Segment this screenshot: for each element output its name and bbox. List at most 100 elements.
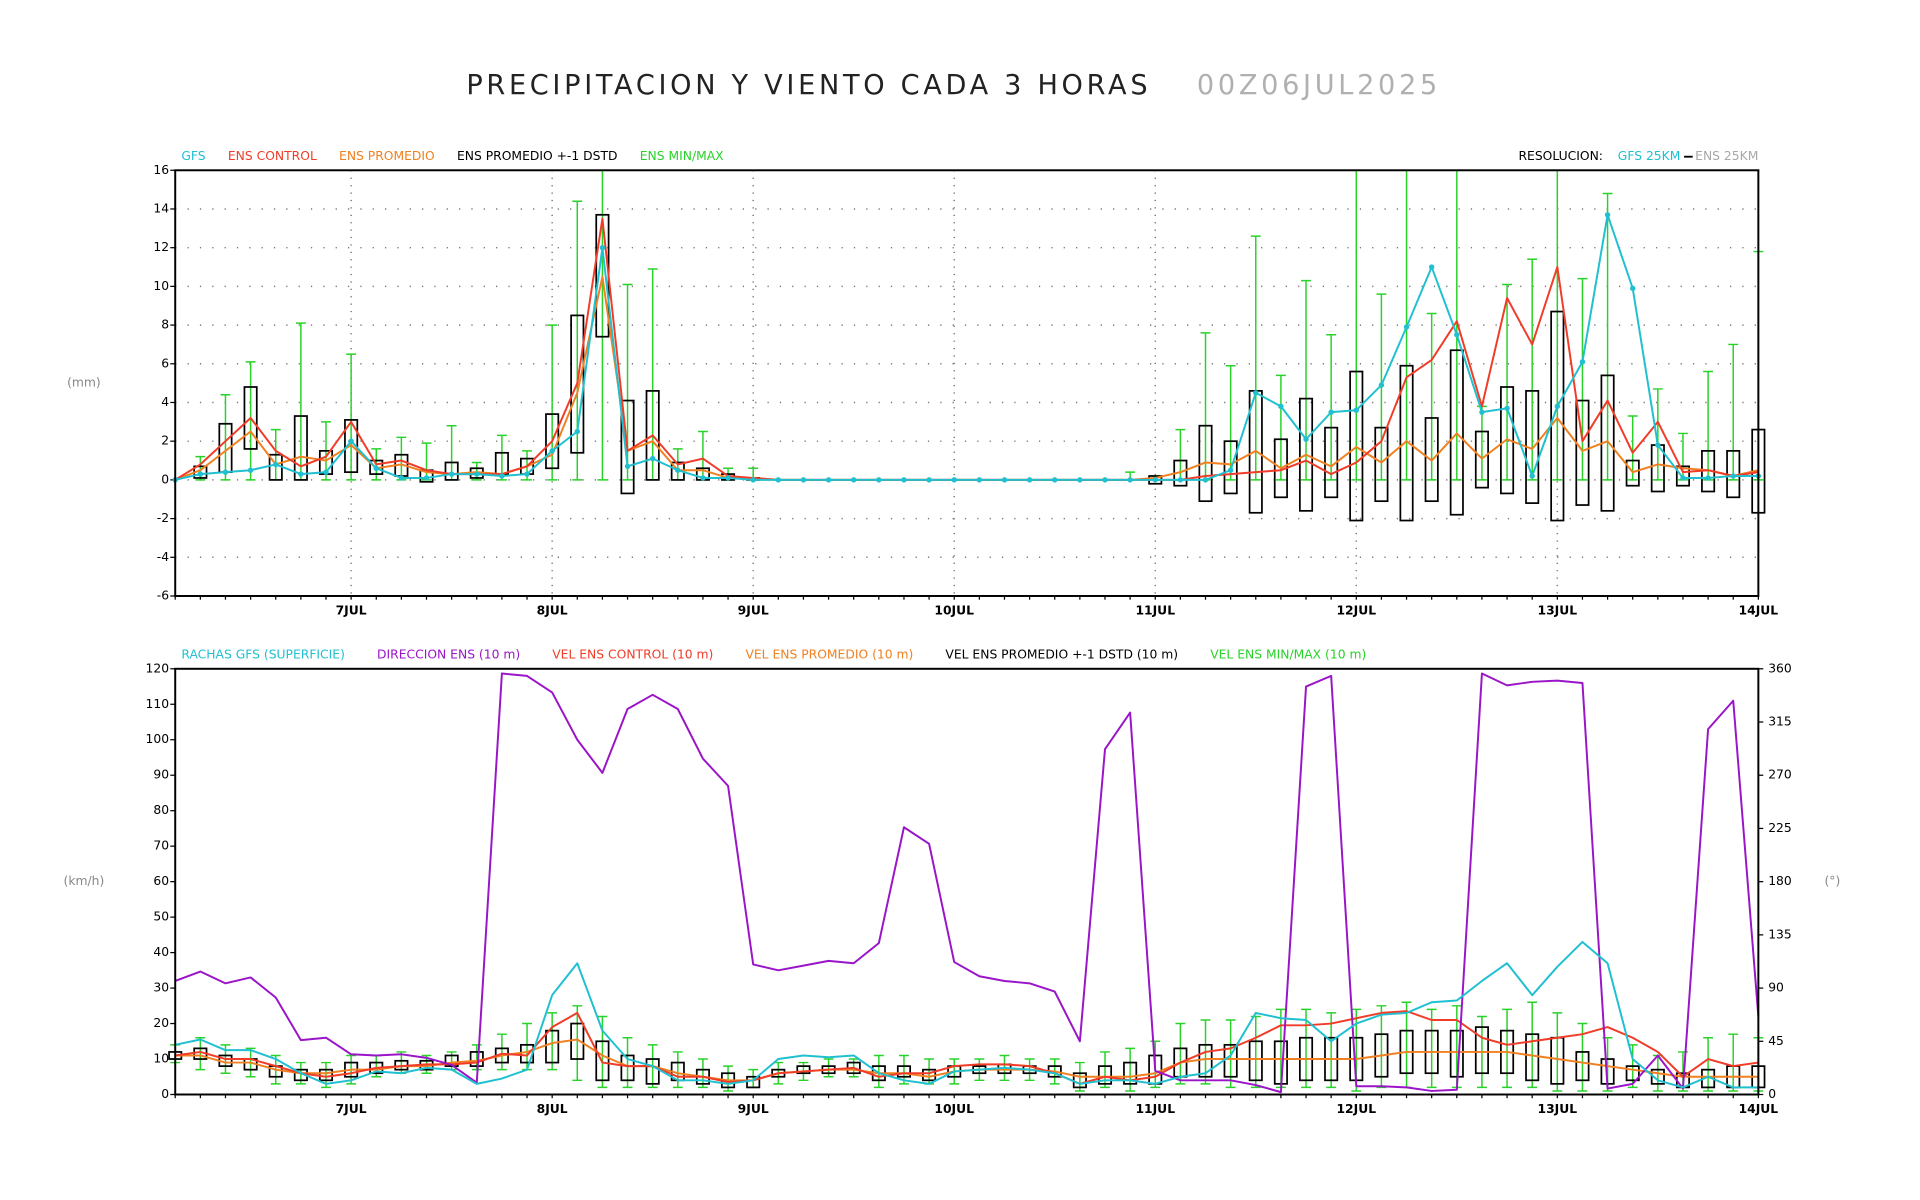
series-marker — [1127, 477, 1133, 483]
std-box — [1650, 1068, 1665, 1085]
y-tick-label: 10 — [153, 1052, 169, 1066]
series-marker — [1579, 359, 1586, 365]
y-axis-label: (mm) — [67, 376, 101, 390]
series-marker — [1454, 332, 1460, 338]
std-box — [1399, 364, 1414, 522]
legend-entry: DIRECCION ENS (10 m) — [377, 648, 520, 662]
min-max-whisker — [572, 200, 583, 481]
std-box — [1575, 399, 1590, 506]
series-line — [175, 940, 1759, 1089]
min-max-whisker — [1326, 334, 1337, 481]
min-max-whisker — [396, 436, 407, 481]
series-line — [175, 1038, 1759, 1082]
min-max-whisker — [873, 1054, 884, 1089]
min-max-whisker — [1351, 169, 1362, 481]
series-marker — [1001, 477, 1008, 483]
y-tick-label: 0 — [161, 472, 169, 486]
y-tick-label: -2 — [157, 511, 169, 525]
y-tick-label: 70 — [153, 839, 169, 853]
series-marker — [1730, 473, 1736, 479]
min-max-whisker — [1301, 279, 1311, 481]
series-marker — [448, 471, 455, 477]
min-max-whisker — [1502, 1008, 1512, 1089]
y-tick-label: 50 — [153, 910, 169, 924]
y-tick-label: 8 — [161, 318, 169, 332]
min-max-whisker — [697, 1058, 708, 1089]
std-box — [1248, 1040, 1263, 1082]
y-tick-label: 14 — [153, 201, 169, 215]
std-box — [344, 419, 359, 474]
series-marker — [926, 477, 932, 483]
y2-tick-label: 45 — [1768, 1034, 1784, 1048]
series-marker — [1479, 409, 1485, 415]
y2-tick-label: 225 — [1768, 821, 1792, 835]
x-tick-label: 9JUL — [738, 603, 769, 617]
series-marker — [624, 463, 631, 470]
std-box — [1474, 430, 1489, 489]
y-tick-label: 10 — [153, 279, 169, 293]
series-marker — [1705, 475, 1711, 481]
series-marker — [1378, 382, 1385, 388]
series-marker — [1428, 264, 1435, 270]
x-tick-label: 11JUL — [1135, 603, 1175, 617]
min-max-whisker — [1426, 1008, 1437, 1089]
series-marker — [298, 471, 304, 477]
y-tick-label: 0 — [161, 1087, 169, 1101]
std-box — [545, 1029, 560, 1064]
series-marker — [649, 455, 656, 462]
min-max-whisker — [1326, 1012, 1337, 1089]
series-marker — [1604, 212, 1611, 218]
y-tick-label: 16 — [153, 163, 169, 177]
series-marker — [1328, 409, 1334, 415]
std-box — [796, 1065, 811, 1075]
series-marker — [222, 469, 229, 475]
x-tick-label: 7JUL — [336, 603, 367, 617]
series-marker — [750, 477, 756, 483]
min-max-whisker — [572, 1005, 583, 1082]
min-max-whisker — [1527, 1001, 1538, 1089]
series-marker — [398, 475, 405, 481]
min-max-whisker — [1376, 1005, 1387, 1089]
std-box — [1123, 1061, 1138, 1085]
series-marker — [800, 477, 807, 483]
legend-entry: VEL ENS PROMEDIO (10 m) — [745, 648, 913, 662]
legend-entry: ENS PROMEDIO — [339, 149, 435, 163]
y-tick-label: 80 — [153, 803, 169, 817]
y2-tick-label: 315 — [1768, 715, 1792, 729]
series-marker — [1077, 477, 1083, 483]
min-max-whisker — [1602, 192, 1613, 481]
std-box — [595, 1040, 610, 1082]
min-max-whisker — [1250, 235, 1261, 481]
std-box — [620, 1054, 635, 1082]
y-tick-label: 100 — [146, 732, 170, 746]
series-marker — [247, 467, 254, 473]
series-marker — [197, 471, 204, 477]
x-tick-label: 14JUL — [1739, 1102, 1779, 1116]
series-marker — [1026, 477, 1033, 483]
y-tick-label: -6 — [157, 588, 169, 602]
series-marker — [348, 438, 354, 444]
x-tick-label: 7JUL — [336, 1102, 367, 1116]
min-max-whisker — [1301, 1008, 1311, 1089]
legend-entry: ENS CONTROL — [228, 149, 317, 163]
series-marker — [901, 477, 907, 483]
min-max-whisker — [1502, 283, 1512, 481]
x-tick-label: 10JUL — [934, 1102, 974, 1116]
resolution-label: RESOLUCION: — [1518, 149, 1603, 163]
min-max-whisker — [1577, 277, 1588, 481]
series-marker — [474, 471, 480, 477]
series-marker — [524, 471, 530, 477]
min-max-whisker — [1703, 1036, 1714, 1092]
min-max-whisker — [823, 1058, 834, 1078]
y2-tick-label: 90 — [1768, 981, 1784, 995]
min-max-whisker — [496, 1033, 507, 1071]
legend-entry: VEL ENS CONTROL (10 m) — [552, 648, 713, 662]
series-marker — [1629, 285, 1636, 292]
resolution-entry: ENS 25KM — [1695, 149, 1758, 163]
y-tick-label: 120 — [146, 661, 170, 675]
y2-tick-label: 0 — [1768, 1087, 1776, 1101]
min-max-whisker — [1552, 1012, 1563, 1092]
series-marker — [951, 477, 957, 483]
min-max-whisker — [1225, 364, 1236, 481]
